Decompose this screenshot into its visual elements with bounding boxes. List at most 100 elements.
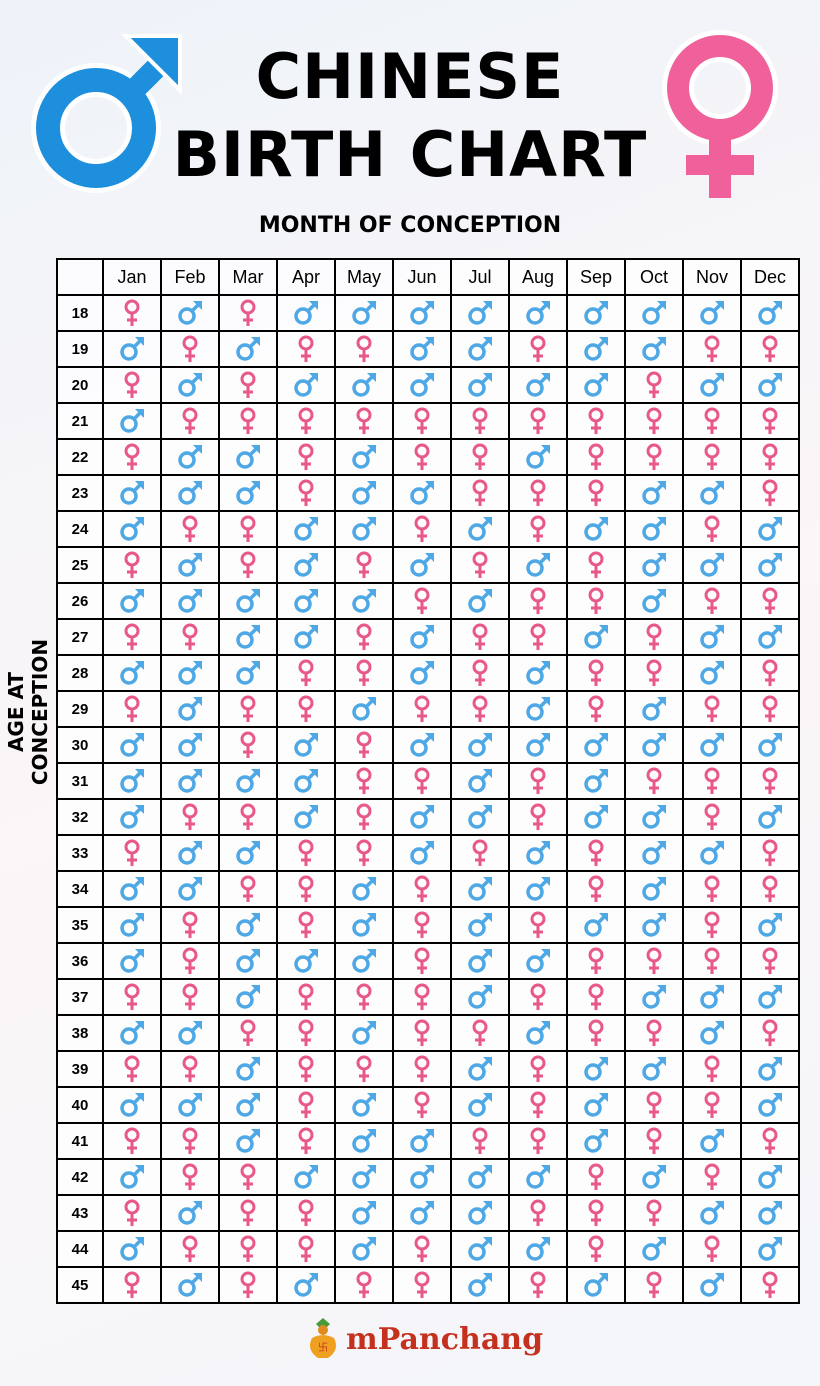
female-cell (682, 1230, 742, 1268)
female-symbol-icon (704, 407, 720, 434)
male-cell (566, 798, 626, 836)
table-row: 38 (56, 1014, 800, 1052)
male-symbol-icon (758, 517, 782, 541)
age-cell: 18 (56, 294, 104, 332)
female-cell (276, 690, 336, 728)
male-symbol-icon (700, 661, 724, 685)
male-cell (682, 978, 742, 1016)
male-symbol-icon (642, 301, 666, 325)
female-symbol-icon (124, 1127, 140, 1154)
male-cell (682, 1122, 742, 1160)
female-symbol-icon (124, 551, 140, 578)
female-symbol-icon (704, 911, 720, 938)
female-symbol-icon (704, 1163, 720, 1190)
male-symbol-icon (758, 553, 782, 577)
male-cell (218, 654, 278, 692)
female-cell (276, 978, 336, 1016)
male-cell (624, 906, 684, 944)
male-cell (392, 798, 452, 836)
male-cell (160, 474, 220, 512)
male-symbol-icon (700, 1201, 724, 1225)
male-cell (276, 546, 336, 584)
male-cell (102, 726, 162, 764)
female-symbol-icon (472, 443, 488, 470)
female-cell (508, 762, 568, 800)
female-cell (508, 510, 568, 548)
female-cell (102, 294, 162, 332)
female-cell (682, 906, 742, 944)
male-cell (508, 834, 568, 872)
month-header-apr: Apr (276, 258, 336, 296)
male-cell (740, 294, 800, 332)
male-cell (682, 1194, 742, 1232)
female-cell (682, 1050, 742, 1088)
male-symbol-icon (178, 877, 202, 901)
age-cell: 22 (56, 438, 104, 476)
table-row: 28 (56, 654, 800, 692)
female-symbol-icon (472, 623, 488, 650)
female-symbol-icon (182, 515, 198, 542)
male-cell (160, 366, 220, 404)
female-symbol-icon (240, 299, 256, 326)
male-symbol-icon (526, 1165, 550, 1189)
female-cell (160, 906, 220, 944)
male-symbol-icon (468, 1057, 492, 1081)
male-cell (218, 1122, 278, 1160)
male-symbol-icon (236, 661, 260, 685)
male-symbol-icon (700, 625, 724, 649)
age-cell: 41 (56, 1122, 104, 1160)
male-symbol-icon (584, 373, 608, 397)
female-cell (102, 618, 162, 656)
female-cell (160, 1230, 220, 1268)
table-row: 45 (56, 1266, 800, 1304)
male-cell (392, 1158, 452, 1196)
male-symbol-icon (584, 1057, 608, 1081)
male-symbol-icon (294, 301, 318, 325)
male-symbol-icon (468, 1093, 492, 1117)
female-symbol-icon (414, 515, 430, 542)
male-cell (102, 870, 162, 908)
male-symbol-icon (700, 1021, 724, 1045)
male-symbol-icon (468, 877, 492, 901)
female-symbol-icon (588, 1019, 604, 1046)
male-cell (218, 906, 278, 944)
male-symbol-icon (584, 337, 608, 361)
age-cell: 21 (56, 402, 104, 440)
female-symbol-icon (124, 695, 140, 722)
female-symbol-icon (240, 551, 256, 578)
male-cell (740, 1158, 800, 1196)
female-cell (566, 1014, 626, 1052)
male-symbol-icon (178, 1093, 202, 1117)
male-symbol-icon (120, 1165, 144, 1189)
male-cell (566, 1122, 626, 1160)
female-cell (450, 834, 510, 872)
male-symbol-icon (642, 553, 666, 577)
male-cell (160, 438, 220, 476)
male-symbol-icon (120, 481, 144, 505)
male-symbol-icon (352, 697, 376, 721)
male-cell (160, 726, 220, 764)
female-symbol-icon (124, 623, 140, 650)
male-symbol-icon (178, 553, 202, 577)
male-cell (392, 546, 452, 584)
male-cell (102, 1158, 162, 1196)
male-cell (102, 1230, 162, 1268)
male-symbol-icon (700, 301, 724, 325)
female-symbol-icon (298, 983, 314, 1010)
male-symbol-icon (120, 913, 144, 937)
table-row: 23 (56, 474, 800, 512)
female-symbol-icon (530, 407, 546, 434)
male-symbol-icon (120, 1237, 144, 1261)
female-symbol-icon (646, 443, 662, 470)
male-cell (218, 978, 278, 1016)
male-symbol-icon (526, 445, 550, 469)
female-cell (566, 474, 626, 512)
female-cell (276, 654, 336, 692)
table-row: 37 (56, 978, 800, 1016)
male-cell (740, 1086, 800, 1124)
female-symbol-icon (414, 695, 430, 722)
male-cell (624, 582, 684, 620)
male-cell (102, 654, 162, 692)
male-symbol-icon (468, 1273, 492, 1297)
female-symbol-icon (588, 407, 604, 434)
